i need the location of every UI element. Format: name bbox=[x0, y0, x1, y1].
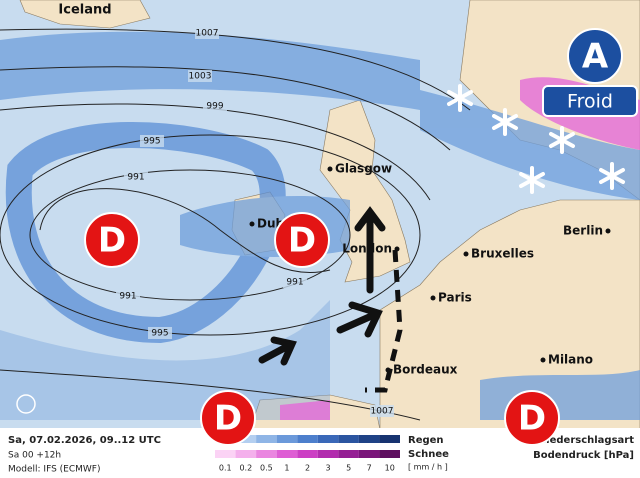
city-dot bbox=[463, 251, 469, 257]
scale-label: 1 bbox=[284, 464, 289, 473]
snow-swatch bbox=[297, 450, 318, 458]
rain-swatch bbox=[338, 435, 359, 443]
isobar-label-bg bbox=[124, 171, 148, 183]
rain-swatch bbox=[379, 435, 400, 443]
scale-label: 5 bbox=[346, 464, 351, 473]
city-dot bbox=[605, 228, 611, 234]
globe-icon bbox=[16, 394, 36, 414]
place-label: Iceland bbox=[58, 3, 111, 18]
type-label: Niederschlagsart bbox=[538, 435, 634, 446]
low-pressure bbox=[504, 390, 560, 446]
rain-swatch bbox=[358, 435, 380, 443]
city-dot bbox=[385, 367, 391, 373]
high-label: A bbox=[582, 37, 609, 77]
rain-swatch bbox=[297, 435, 318, 443]
high-pressure bbox=[567, 28, 623, 84]
rain-swatch bbox=[276, 435, 298, 443]
isobar-label-bg bbox=[116, 290, 140, 302]
snow-swatch bbox=[276, 450, 298, 458]
city-label: Bruxelles bbox=[471, 247, 534, 261]
isobar-label: 1003 bbox=[189, 72, 212, 82]
snow-label: Schnee bbox=[408, 449, 449, 460]
rain-swatch bbox=[256, 435, 277, 443]
scale-label: 3 bbox=[326, 464, 331, 473]
city-dot bbox=[394, 246, 400, 252]
city-label: Bordeaux bbox=[393, 363, 458, 377]
rain-swatch bbox=[317, 435, 339, 443]
snow-swatch bbox=[358, 450, 380, 458]
flow-arrows bbox=[258, 206, 386, 366]
isobar-label: 991 bbox=[127, 173, 144, 183]
low-label: D bbox=[518, 399, 546, 439]
low-pressure bbox=[274, 212, 330, 268]
isobar-label: 995 bbox=[151, 329, 168, 339]
low-label: D bbox=[214, 399, 242, 439]
scale-label: 0.5 bbox=[260, 464, 273, 473]
city-dot bbox=[430, 295, 436, 301]
city-label: Glasgow bbox=[335, 162, 392, 176]
isobar-label: 995 bbox=[143, 137, 160, 147]
scale-label: 2 bbox=[305, 464, 310, 473]
isobar-label: 991 bbox=[119, 292, 136, 302]
unit-label: [ mm / h ] bbox=[408, 463, 448, 472]
snow-swatch bbox=[256, 450, 277, 458]
isobar-label: 999 bbox=[206, 102, 223, 112]
isobar-label-bg bbox=[188, 70, 212, 82]
isobar-label-bg bbox=[148, 327, 172, 339]
snow-swatch bbox=[235, 450, 257, 458]
snow-swatch bbox=[338, 450, 359, 458]
city-label: London bbox=[342, 242, 392, 256]
rain-label: Regen bbox=[408, 435, 444, 446]
low-label: D bbox=[98, 221, 126, 261]
isobar-label-bg bbox=[195, 27, 219, 39]
city-label: Paris bbox=[438, 291, 472, 305]
city-label: Milano bbox=[548, 353, 593, 367]
scale-label: 10 bbox=[385, 464, 395, 473]
note-label: Froid bbox=[567, 91, 613, 113]
isobars bbox=[0, 28, 471, 421]
front bbox=[365, 249, 403, 393]
run: Sa 00 +12h bbox=[8, 451, 61, 461]
isobar-label: 991 bbox=[286, 278, 303, 288]
low-pressure bbox=[200, 390, 256, 446]
pressure-label: Bodendruck [hPa] bbox=[533, 450, 634, 461]
note-box bbox=[542, 85, 638, 117]
snowflakes bbox=[447, 84, 625, 194]
city-label: Berlin bbox=[563, 224, 603, 238]
isobar-label-bg bbox=[203, 100, 227, 112]
low-pressure bbox=[84, 212, 140, 268]
snow-swatch bbox=[317, 450, 339, 458]
model: Modell: IFS (ECMWF) bbox=[8, 465, 101, 475]
isobar-label-bg bbox=[283, 276, 307, 288]
isobar-label: 1007 bbox=[371, 407, 394, 417]
city-dot bbox=[249, 221, 255, 227]
scale-label: 0.2 bbox=[239, 464, 252, 473]
isobar-label: 1007 bbox=[196, 29, 219, 39]
date: Sa, 07.02.2026, 09..12 UTC bbox=[8, 435, 161, 446]
isobar-label-bg bbox=[140, 135, 164, 147]
city-dot bbox=[540, 357, 546, 363]
snow-swatch bbox=[379, 450, 400, 458]
scale-label: 0.1 bbox=[219, 464, 232, 473]
snow-swatch bbox=[215, 450, 236, 458]
city-dot bbox=[327, 166, 333, 172]
scale-label: 7 bbox=[367, 464, 372, 473]
low-label: D bbox=[288, 221, 316, 261]
isobar-label-bg bbox=[370, 405, 394, 417]
